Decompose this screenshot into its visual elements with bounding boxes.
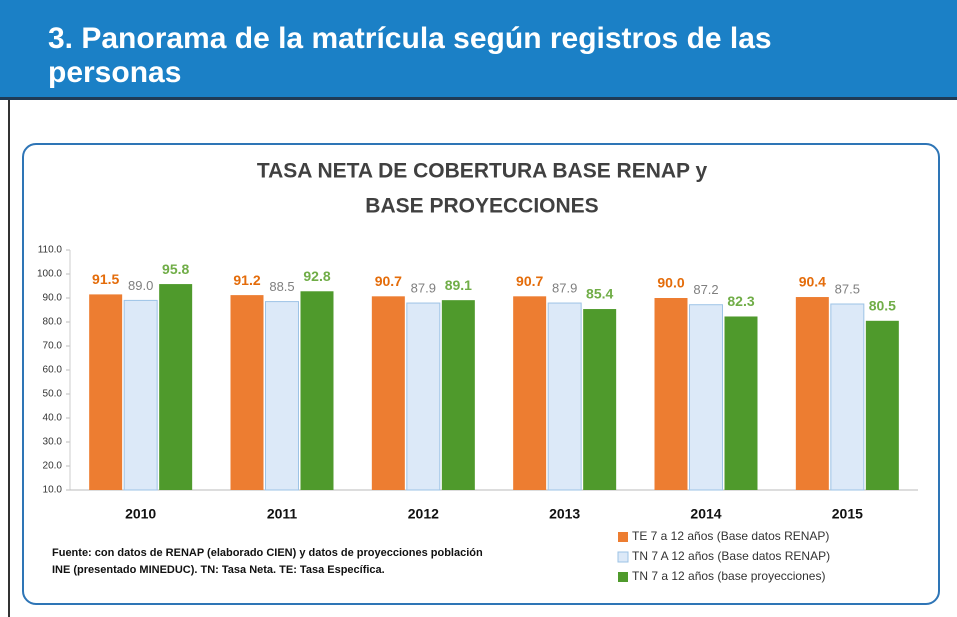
legend-label: TN 7 A 12 años (Base datos RENAP) <box>632 549 830 563</box>
slide-title: 3. Panorama de la matrícula según regist… <box>48 22 772 89</box>
bar <box>654 298 688 490</box>
bar <box>123 299 158 491</box>
page-border <box>8 100 10 617</box>
source-note: Fuente: con datos de RENAP (elaborado CI… <box>52 547 483 576</box>
legend-swatch <box>618 572 628 582</box>
data-label: 87.5 <box>835 281 860 296</box>
chart-title: BASE PROYECCIONES <box>365 195 598 218</box>
bar <box>724 316 758 490</box>
bar <box>230 295 264 490</box>
y-tick-label: 40.0 <box>43 413 63 424</box>
x-tick-label: 2010 <box>125 506 156 522</box>
data-label: 91.2 <box>233 272 260 288</box>
y-tick-label: 30.0 <box>43 437 63 448</box>
bar <box>371 296 405 490</box>
bar <box>795 297 829 490</box>
data-label: 87.9 <box>552 280 577 295</box>
bar <box>406 302 441 491</box>
y-tick-label: 90.0 <box>43 293 63 304</box>
data-label: 80.5 <box>869 298 896 314</box>
x-tick-label: 2011 <box>267 506 298 522</box>
legend-label: TN 7 a 12 años (base proyecciones) <box>632 569 825 583</box>
bar <box>830 303 865 491</box>
data-label: 90.4 <box>799 274 826 290</box>
data-label: 95.8 <box>162 261 189 277</box>
bar <box>89 294 123 490</box>
bar <box>689 304 723 491</box>
data-label: 90.7 <box>516 273 543 289</box>
y-tick-label: 10.0 <box>43 485 63 496</box>
x-tick-label: 2013 <box>549 506 580 522</box>
data-label: 87.9 <box>411 280 436 295</box>
bar <box>547 302 582 491</box>
legend-swatch <box>618 532 628 542</box>
bar <box>441 300 475 490</box>
y-tick-label: 60.0 <box>43 365 63 376</box>
bar <box>265 301 299 491</box>
y-tick-label: 80.0 <box>43 317 63 328</box>
bar <box>300 291 334 490</box>
y-tick-label: 70.0 <box>43 341 63 352</box>
data-label: 82.3 <box>727 293 754 309</box>
chart-frame <box>22 143 940 605</box>
data-label: 90.7 <box>375 273 402 289</box>
y-tick-label: 100.0 <box>37 269 62 280</box>
data-label: 89.0 <box>128 278 153 293</box>
bar <box>865 320 899 490</box>
data-label: 90.0 <box>657 275 684 291</box>
bar <box>513 296 547 490</box>
legend-label: TE 7 a 12 años (Base datos RENAP) <box>632 529 829 543</box>
legend-swatch <box>617 551 629 563</box>
y-tick-label: 50.0 <box>43 389 63 400</box>
y-tick-label: 110.0 <box>38 245 63 256</box>
data-label: 88.5 <box>269 279 294 294</box>
x-tick-label: 2015 <box>832 506 863 522</box>
data-label: 89.1 <box>445 277 472 293</box>
header: 3. Panorama de la matrícula según regist… <box>0 0 957 100</box>
bar <box>583 309 617 490</box>
bar <box>159 284 193 490</box>
x-tick-label: 2012 <box>408 506 439 522</box>
data-label: 87.2 <box>693 282 718 297</box>
chart-title: TASA NETA DE COBERTURA BASE RENAP y <box>257 160 708 183</box>
data-label: 85.4 <box>586 286 613 302</box>
data-label: 91.5 <box>92 271 119 287</box>
y-tick-label: 20.0 <box>43 461 63 472</box>
data-label: 92.8 <box>303 268 330 284</box>
x-tick-label: 2014 <box>690 506 721 522</box>
